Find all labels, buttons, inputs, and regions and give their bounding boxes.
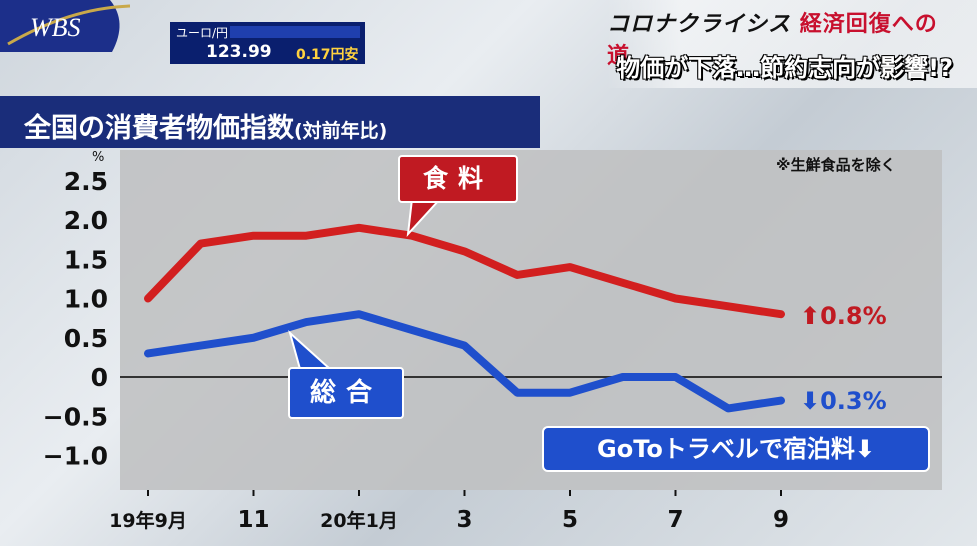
data-point	[516, 392, 518, 394]
chart-note: ※生鮮食品を除く	[776, 156, 896, 174]
data-point	[305, 235, 307, 237]
ticker-label: ユーロ/円	[176, 26, 229, 40]
y-tick-label: 1.5	[64, 245, 108, 274]
x-tick-label: 7	[667, 507, 683, 533]
y-tick-label: 2.0	[64, 206, 108, 235]
data-point	[727, 305, 729, 307]
food-end-value: ⬆0.8%	[800, 302, 887, 330]
data-point	[780, 400, 782, 402]
data-point	[675, 298, 676, 299]
y-tick-label: 0.5	[64, 324, 108, 353]
logo-text: WBS	[30, 13, 81, 42]
wbs-logo: WBS	[0, 0, 131, 52]
x-tick-label: 3	[456, 507, 472, 533]
series-label-food: 食料	[398, 155, 518, 203]
y-tick-label: −1.0	[43, 442, 108, 471]
data-point	[147, 352, 149, 354]
x-tick-label: 19年9月	[109, 509, 187, 532]
data-point	[358, 227, 360, 229]
series-title: コロナクライシス 経済回復への道	[607, 12, 938, 69]
data-point	[253, 337, 254, 339]
data-point	[569, 392, 571, 394]
down-arrow-icon: ⬇	[854, 435, 875, 463]
data-point	[411, 329, 413, 331]
up-arrow-icon: ⬆	[800, 302, 821, 330]
data-point	[147, 298, 149, 299]
data-point	[253, 235, 254, 237]
data-point	[358, 313, 360, 315]
chart-title: 全国の消費者物価指数(対前年比)	[24, 113, 388, 144]
x-tick-label: 11	[237, 507, 269, 533]
ticker-rate: 123.99	[206, 42, 272, 62]
data-point	[727, 407, 729, 409]
data-point	[305, 321, 307, 323]
chart-title-bar: 全国の消費者物価指数(対前年比)	[0, 96, 540, 148]
x-tick-label: 5	[562, 507, 578, 533]
down-arrow-icon: ⬇	[800, 387, 821, 415]
x-tick-label: 20年1月	[320, 509, 398, 532]
series-label-total: 総合	[288, 367, 404, 419]
segment-subtitle: 物価が下落…節約志向が影響!?	[616, 54, 953, 82]
y-tick-label: 0	[91, 363, 108, 392]
data-point	[622, 376, 624, 378]
ticker-stripe	[230, 26, 360, 38]
data-point	[464, 345, 465, 347]
y-tick-label: 2.5	[64, 167, 108, 196]
data-point	[200, 243, 202, 245]
data-point	[411, 235, 413, 237]
data-point	[516, 274, 518, 276]
data-point	[780, 313, 782, 315]
total-end-value: ⬇0.3%	[800, 387, 887, 415]
data-point	[569, 266, 571, 268]
currency-ticker: ユーロ/円 123.99 0.17円安	[170, 22, 365, 64]
data-point	[200, 345, 202, 347]
y-tick-label: −0.5	[43, 402, 108, 431]
ticker-change: 0.17円安	[296, 47, 359, 63]
data-point	[622, 282, 624, 284]
data-point	[675, 376, 676, 378]
data-point	[464, 250, 465, 252]
y-unit-label: %	[92, 150, 105, 165]
goto-annotation: GoToトラベルで宿泊料⬇	[542, 426, 930, 472]
x-tick-label: 9	[773, 507, 789, 533]
header-panel: コロナクライシス 経済回復への道 物価が下落…節約志向が影響!?	[607, 0, 977, 88]
y-tick-label: 1.0	[64, 285, 108, 314]
